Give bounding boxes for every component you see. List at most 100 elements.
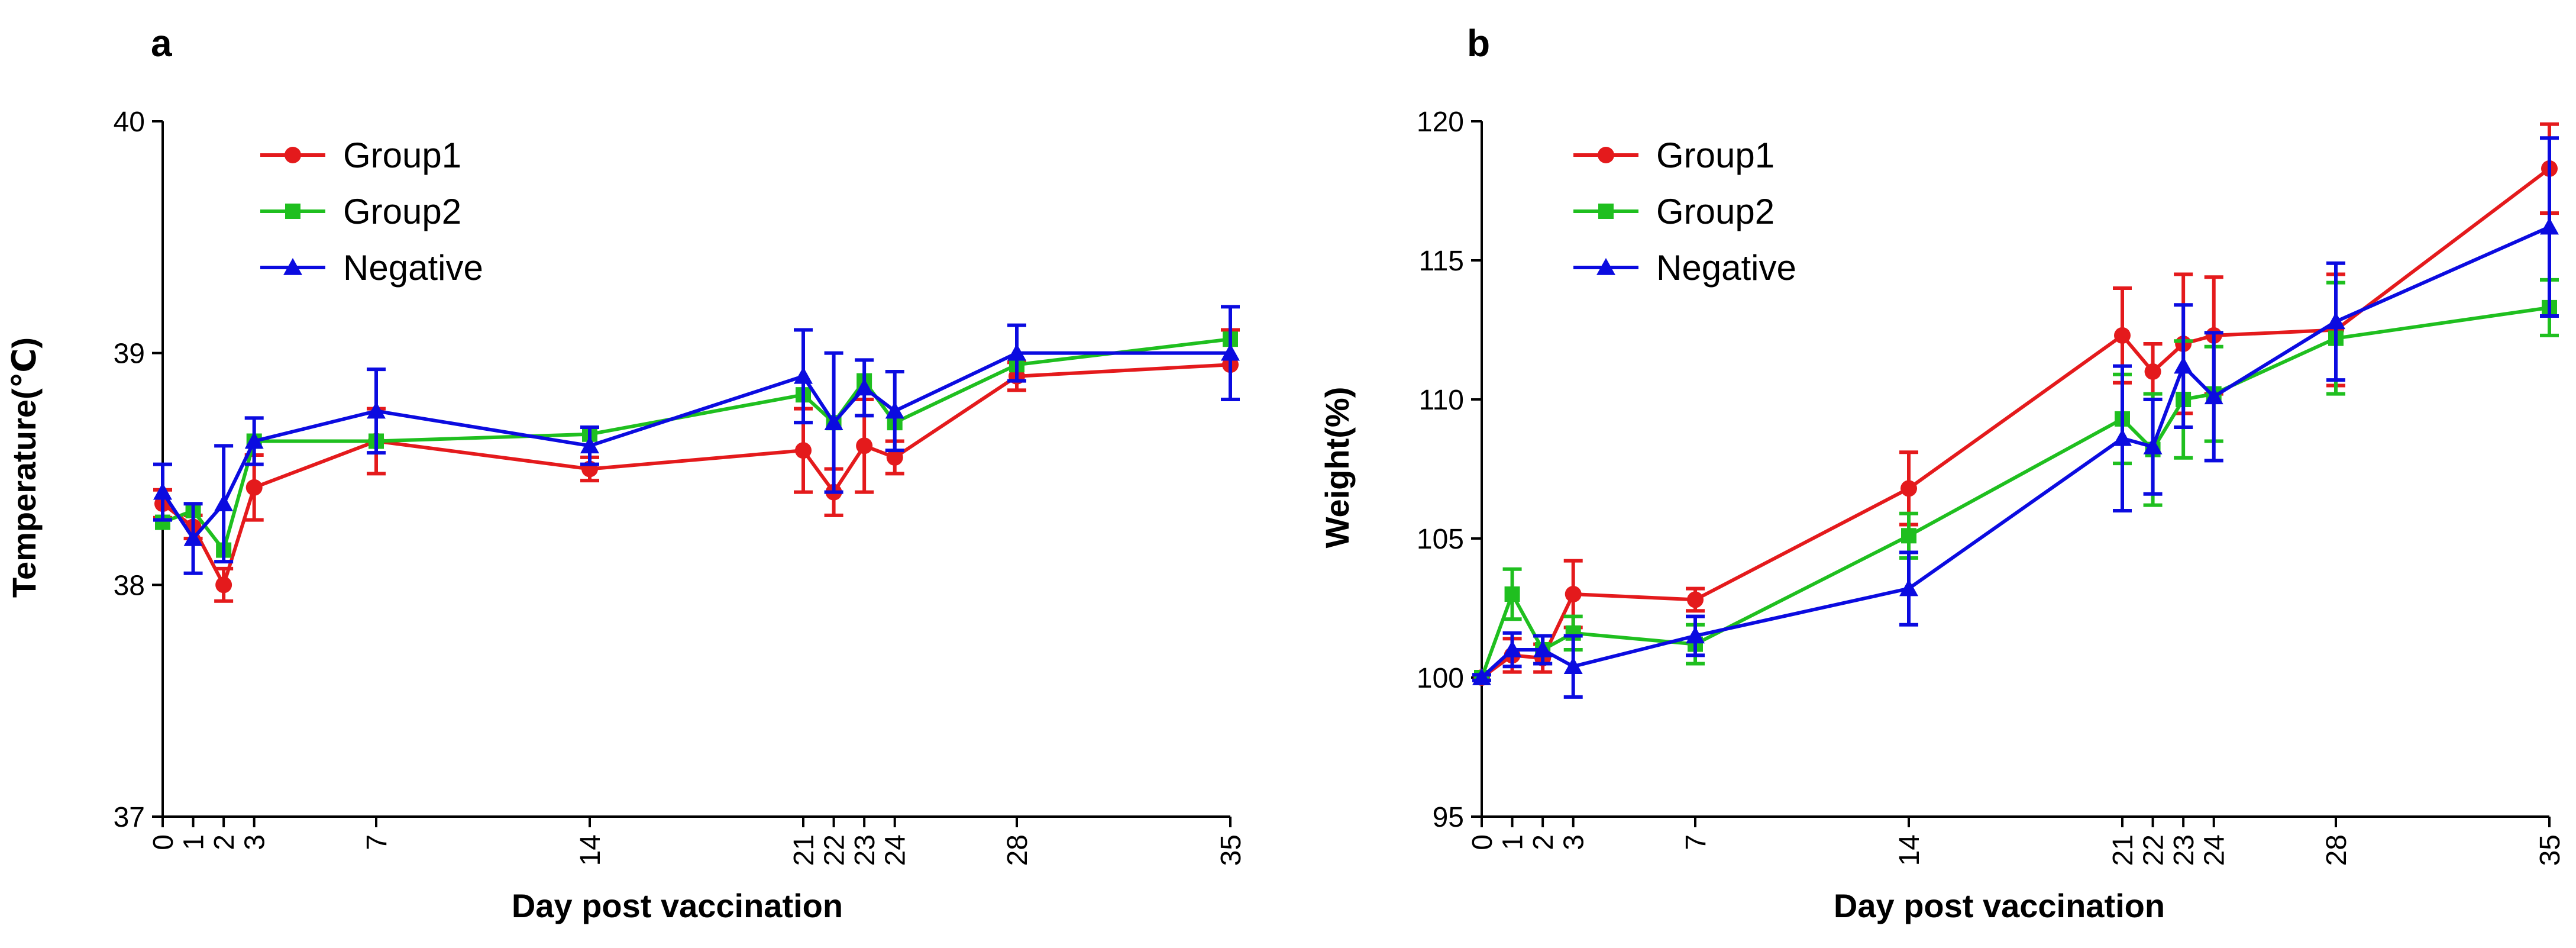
- data-point: [2204, 387, 2223, 405]
- x-tick-label: 0: [1467, 834, 1498, 850]
- data-point: [153, 482, 172, 500]
- x-tick-label: 22: [2138, 834, 2170, 866]
- x-tick-label: 2: [1528, 834, 1559, 850]
- legend-marker: [285, 204, 300, 219]
- legend-label: Group1: [343, 136, 461, 175]
- legend-label: Negative: [343, 248, 483, 288]
- series-line: [1480, 225, 2551, 679]
- y-tick-label: 95: [1433, 802, 1464, 833]
- x-tick-label: 1: [179, 834, 210, 850]
- data-point: [1686, 626, 1705, 644]
- x-tick-label: 7: [1680, 834, 1712, 850]
- data-point: [2113, 428, 2132, 446]
- x-tick-label: 24: [2199, 834, 2231, 866]
- data-point: [244, 431, 264, 449]
- y-axis-title: Weight(%): [1318, 387, 1356, 549]
- x-tick-label: 0: [148, 834, 179, 850]
- x-tick-label: 28: [2321, 834, 2352, 866]
- panel-label: b: [1467, 22, 1490, 65]
- legend-marker: [1598, 147, 1614, 163]
- x-tick-label: 3: [240, 834, 271, 850]
- data-point: [1687, 591, 1704, 608]
- data-point: [2114, 327, 2131, 344]
- legend-label: Group2: [1656, 192, 1775, 231]
- data-point: [2174, 356, 2193, 374]
- series-line: [161, 351, 1230, 541]
- x-tick-label: 21: [788, 834, 820, 866]
- data-point: [1563, 657, 1583, 674]
- series-group1: [1472, 122, 2559, 686]
- legend-item-group2: Group2: [1573, 192, 1775, 231]
- y-axis-title: Temperature(℃): [5, 337, 43, 598]
- legend-marker: [283, 258, 302, 275]
- data-point: [1221, 343, 1240, 361]
- legend-label: Group2: [343, 192, 461, 231]
- series-negative: [153, 305, 1240, 575]
- x-axis-title: Day post vaccination: [512, 887, 843, 924]
- x-tick-label: 23: [2168, 834, 2200, 866]
- series-group2: [155, 331, 1238, 558]
- y-tick-label: 100: [1417, 663, 1464, 694]
- series-line: [1481, 167, 2551, 679]
- data-point: [1504, 586, 1520, 602]
- data-point: [2326, 312, 2345, 330]
- panel-label: a: [151, 22, 172, 65]
- legend-item-negative: Negative: [1573, 248, 1796, 288]
- data-point: [1901, 528, 1916, 544]
- x-tick-label: 14: [575, 834, 606, 866]
- data-point: [1565, 586, 1582, 602]
- legend: Group1 Group2 Negative: [260, 136, 483, 288]
- data-point: [2540, 217, 2559, 235]
- data-point: [856, 437, 873, 454]
- y-tick-label: 38: [114, 570, 145, 601]
- data-point: [215, 576, 232, 594]
- legend-label: Group1: [1656, 136, 1775, 175]
- legend: Group1 Group2 Negative: [1573, 136, 1796, 288]
- x-tick-label: 24: [880, 834, 912, 866]
- x-tick-label: 1: [1498, 834, 1529, 850]
- data-point: [580, 436, 599, 454]
- data-point: [2143, 437, 2163, 454]
- legend-item-negative: Negative: [260, 248, 483, 288]
- legend-marker: [285, 147, 301, 163]
- data-point: [245, 479, 263, 496]
- y-tick-label: 110: [1418, 385, 1464, 416]
- x-tick-label: 2: [209, 834, 240, 850]
- data-point: [1533, 640, 1553, 657]
- y-tick-label: 40: [114, 107, 145, 138]
- y-tick-label: 120: [1417, 107, 1464, 138]
- data-point: [1472, 668, 1491, 685]
- data-point: [367, 401, 386, 419]
- x-tick-label: 22: [819, 834, 851, 866]
- series-negative: [1472, 136, 2559, 699]
- data-point: [795, 442, 812, 459]
- x-tick-label: 14: [1894, 834, 1925, 866]
- data-point: [885, 401, 904, 419]
- data-point: [183, 529, 203, 546]
- data-point: [1007, 343, 1026, 361]
- data-point: [824, 413, 843, 430]
- data-point: [1899, 579, 1918, 596]
- series-line: [161, 363, 1231, 590]
- series-group2: [1472, 278, 2559, 685]
- y-tick-label: 39: [114, 338, 145, 370]
- x-tick-label: 35: [1216, 834, 1247, 866]
- x-tick-label: 35: [2535, 834, 2566, 866]
- legend-marker: [1596, 258, 1615, 275]
- series-line: [161, 337, 1231, 554]
- data-point: [214, 494, 234, 512]
- y-tick-label: 115: [1418, 246, 1464, 277]
- legend-item-group1: Group1: [1573, 136, 1775, 175]
- data-point: [794, 366, 813, 384]
- legend-item-group2: Group2: [260, 192, 461, 231]
- y-tick-label: 37: [114, 802, 145, 833]
- x-tick-label: 7: [361, 834, 393, 850]
- series-line: [1480, 305, 2550, 679]
- x-tick-label: 28: [1002, 834, 1033, 866]
- data-point: [886, 449, 903, 466]
- x-tick-label: 21: [2108, 834, 2139, 866]
- data-point: [2144, 363, 2161, 380]
